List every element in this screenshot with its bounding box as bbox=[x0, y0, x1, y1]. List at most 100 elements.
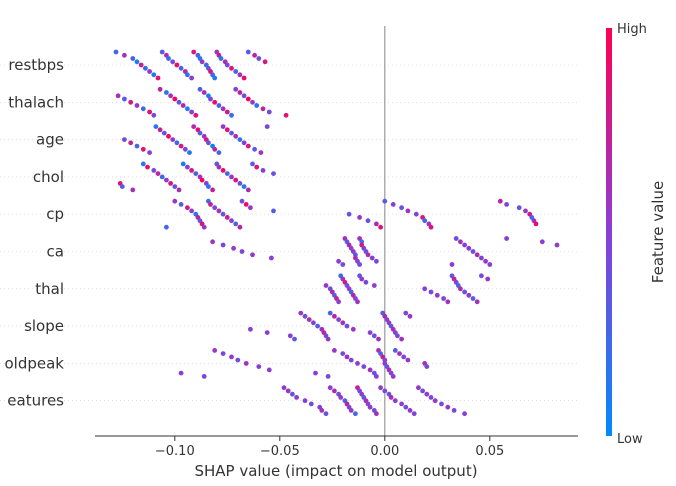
shap-point-cp bbox=[533, 221, 539, 227]
shap-point-eatures bbox=[451, 408, 457, 413]
shap-point-cp bbox=[229, 218, 234, 224]
shap-point-eatures bbox=[378, 385, 383, 391]
shap-point-cp bbox=[216, 208, 222, 214]
shap-point-thalach bbox=[180, 103, 186, 108]
shap-point-age bbox=[161, 130, 167, 136]
shap-point-thalach bbox=[212, 99, 218, 105]
shap-point-thalach bbox=[208, 96, 213, 102]
shap-point-thal bbox=[470, 296, 476, 301]
shap-point-thalach bbox=[283, 112, 289, 118]
shap-point-ca bbox=[250, 252, 255, 258]
shap-point-slope bbox=[399, 336, 404, 342]
shap-point-chol bbox=[250, 161, 255, 167]
shap-point-slope bbox=[311, 320, 316, 326]
shap-point-eatures bbox=[290, 391, 295, 397]
shap-point-slope bbox=[336, 317, 341, 322]
shap-point-age bbox=[157, 127, 163, 133]
shap-point-thalach bbox=[241, 93, 247, 99]
shap-point-age bbox=[233, 133, 239, 139]
shap-point-age bbox=[258, 150, 264, 156]
shap-point-thal bbox=[462, 289, 467, 295]
shap-point-eatures bbox=[407, 408, 413, 413]
feature-label-age: age bbox=[36, 131, 64, 149]
shap-point-thal bbox=[434, 292, 440, 298]
shap-point-chol bbox=[119, 184, 125, 190]
shap-point-thalach bbox=[229, 112, 234, 118]
shap-point-thalach bbox=[233, 86, 239, 92]
shap-point-slope bbox=[376, 336, 381, 342]
shap-point-age bbox=[252, 146, 257, 152]
shap-point-oldpeak bbox=[374, 374, 379, 379]
shap-point-eatures bbox=[432, 398, 438, 404]
shap-point-thalach bbox=[266, 109, 272, 115]
shap-point-oldpeak bbox=[178, 370, 184, 376]
shap-point-restbps bbox=[229, 65, 234, 71]
shap-point-slope bbox=[287, 333, 293, 339]
shap-point-chol bbox=[241, 184, 247, 190]
x-tick-label: −0.05 bbox=[260, 444, 300, 459]
shap-point-thalach bbox=[224, 109, 230, 115]
shap-point-restbps bbox=[241, 75, 247, 81]
feature-labels: restbps thalach age chol cp ca thal slope oldpea… bbox=[5, 56, 65, 410]
shap-point-cp bbox=[189, 208, 195, 214]
shap-point-ca bbox=[210, 239, 216, 245]
shap-point-thal bbox=[323, 283, 329, 288]
shap-point-age bbox=[128, 140, 134, 146]
shap-point-age bbox=[206, 140, 211, 146]
shap-point-cp bbox=[523, 208, 528, 214]
shap-point-ca bbox=[487, 262, 493, 267]
shap-point-oldpeak bbox=[235, 357, 241, 363]
shap-point-chol bbox=[159, 174, 165, 180]
feature-label-thalach: thalach bbox=[8, 93, 64, 111]
shap-point-slope bbox=[350, 326, 356, 332]
shap-point-age bbox=[182, 146, 188, 152]
shap-point-cp bbox=[405, 208, 411, 214]
shap-point-cp bbox=[220, 211, 226, 217]
shap-point-cp bbox=[237, 224, 243, 230]
shap-point-restbps bbox=[174, 62, 180, 68]
shap-point-cp bbox=[365, 218, 371, 224]
shap-point-restbps bbox=[245, 49, 251, 55]
shap-point-oldpeak bbox=[405, 357, 411, 363]
shap-point-restbps bbox=[155, 75, 161, 81]
shap-point-eatures bbox=[323, 411, 329, 417]
shap-point-cp bbox=[178, 202, 184, 207]
shap-point-oldpeak bbox=[348, 357, 354, 363]
shap-point-eatures bbox=[403, 404, 409, 410]
shap-point-slope bbox=[371, 333, 377, 339]
shap-point-chol bbox=[189, 168, 195, 173]
shap-point-cp bbox=[172, 198, 178, 204]
shap-point-cp bbox=[497, 198, 503, 204]
shap-point-age bbox=[147, 150, 153, 156]
shap-point-cp bbox=[239, 198, 245, 204]
beeswarm-points bbox=[113, 49, 560, 417]
shap-point-restbps bbox=[134, 59, 140, 65]
shap-point-slope bbox=[306, 317, 312, 322]
shap-point-restbps bbox=[113, 49, 119, 55]
shap-point-age bbox=[229, 130, 234, 136]
shap-point-cp bbox=[357, 215, 362, 220]
x-tick-label: 0.05 bbox=[475, 444, 504, 459]
shap-point-oldpeak bbox=[361, 364, 367, 369]
shap-point-ca bbox=[369, 255, 375, 261]
shap-point-thal bbox=[422, 286, 428, 292]
shap-point-cp bbox=[185, 205, 190, 211]
shap-point-eatures bbox=[411, 411, 417, 417]
shap-point-cp bbox=[233, 221, 239, 227]
shap-point-eatures bbox=[348, 408, 354, 413]
shap-point-ca bbox=[474, 252, 480, 258]
shap-point-chol bbox=[260, 168, 266, 173]
shap-point-thalach bbox=[151, 112, 157, 118]
shap-point-oldpeak bbox=[266, 367, 272, 373]
shap-point-eatures bbox=[294, 395, 299, 400]
shap-point-age bbox=[153, 124, 159, 129]
shap-point-slope bbox=[332, 313, 337, 319]
shap-point-thalach bbox=[237, 90, 243, 95]
shap-point-restbps bbox=[199, 59, 205, 65]
shap-point-restbps bbox=[233, 69, 239, 74]
shap-point-eatures bbox=[424, 391, 430, 397]
shap-point-chol bbox=[199, 177, 205, 183]
shap-point-eatures bbox=[281, 385, 287, 391]
shap-point-age bbox=[170, 137, 176, 143]
shap-point-slope bbox=[367, 330, 373, 335]
